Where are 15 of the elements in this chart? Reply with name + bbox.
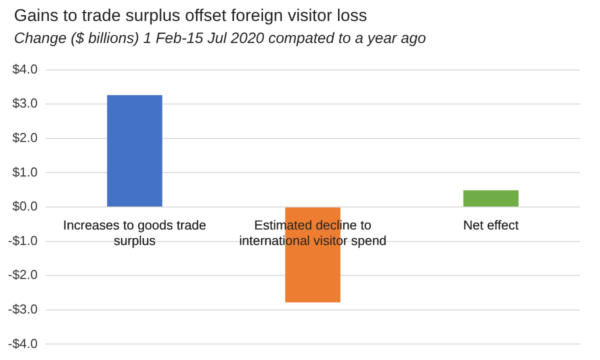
chart-subtitle: Change ($ billions) 1 Feb-15 Jul 2020 compated to a year ago xyxy=(14,30,426,47)
bar xyxy=(107,95,162,206)
y-tick-label: $1.0 xyxy=(12,164,38,180)
y-tick-label: $2.0 xyxy=(12,130,38,145)
y-tick-label: -$4.0 xyxy=(8,336,38,351)
y-tick-label: $3.0 xyxy=(12,96,38,111)
bar xyxy=(463,190,519,206)
y-tick-label: -$3.0 xyxy=(8,301,38,316)
y-tick-label: -$1.0 xyxy=(8,232,38,248)
x-tick-label: Net effect xyxy=(463,217,520,232)
y-tick-label: $0.0 xyxy=(12,198,38,214)
y-tick-label: $4.0 xyxy=(12,61,38,76)
x-tick-label: Increases to goods trade surplus xyxy=(63,217,206,248)
chart-title: Gains to trade surplus offset foreign visitor loss xyxy=(14,6,368,26)
y-tick-label: -$2.0 xyxy=(8,267,38,282)
